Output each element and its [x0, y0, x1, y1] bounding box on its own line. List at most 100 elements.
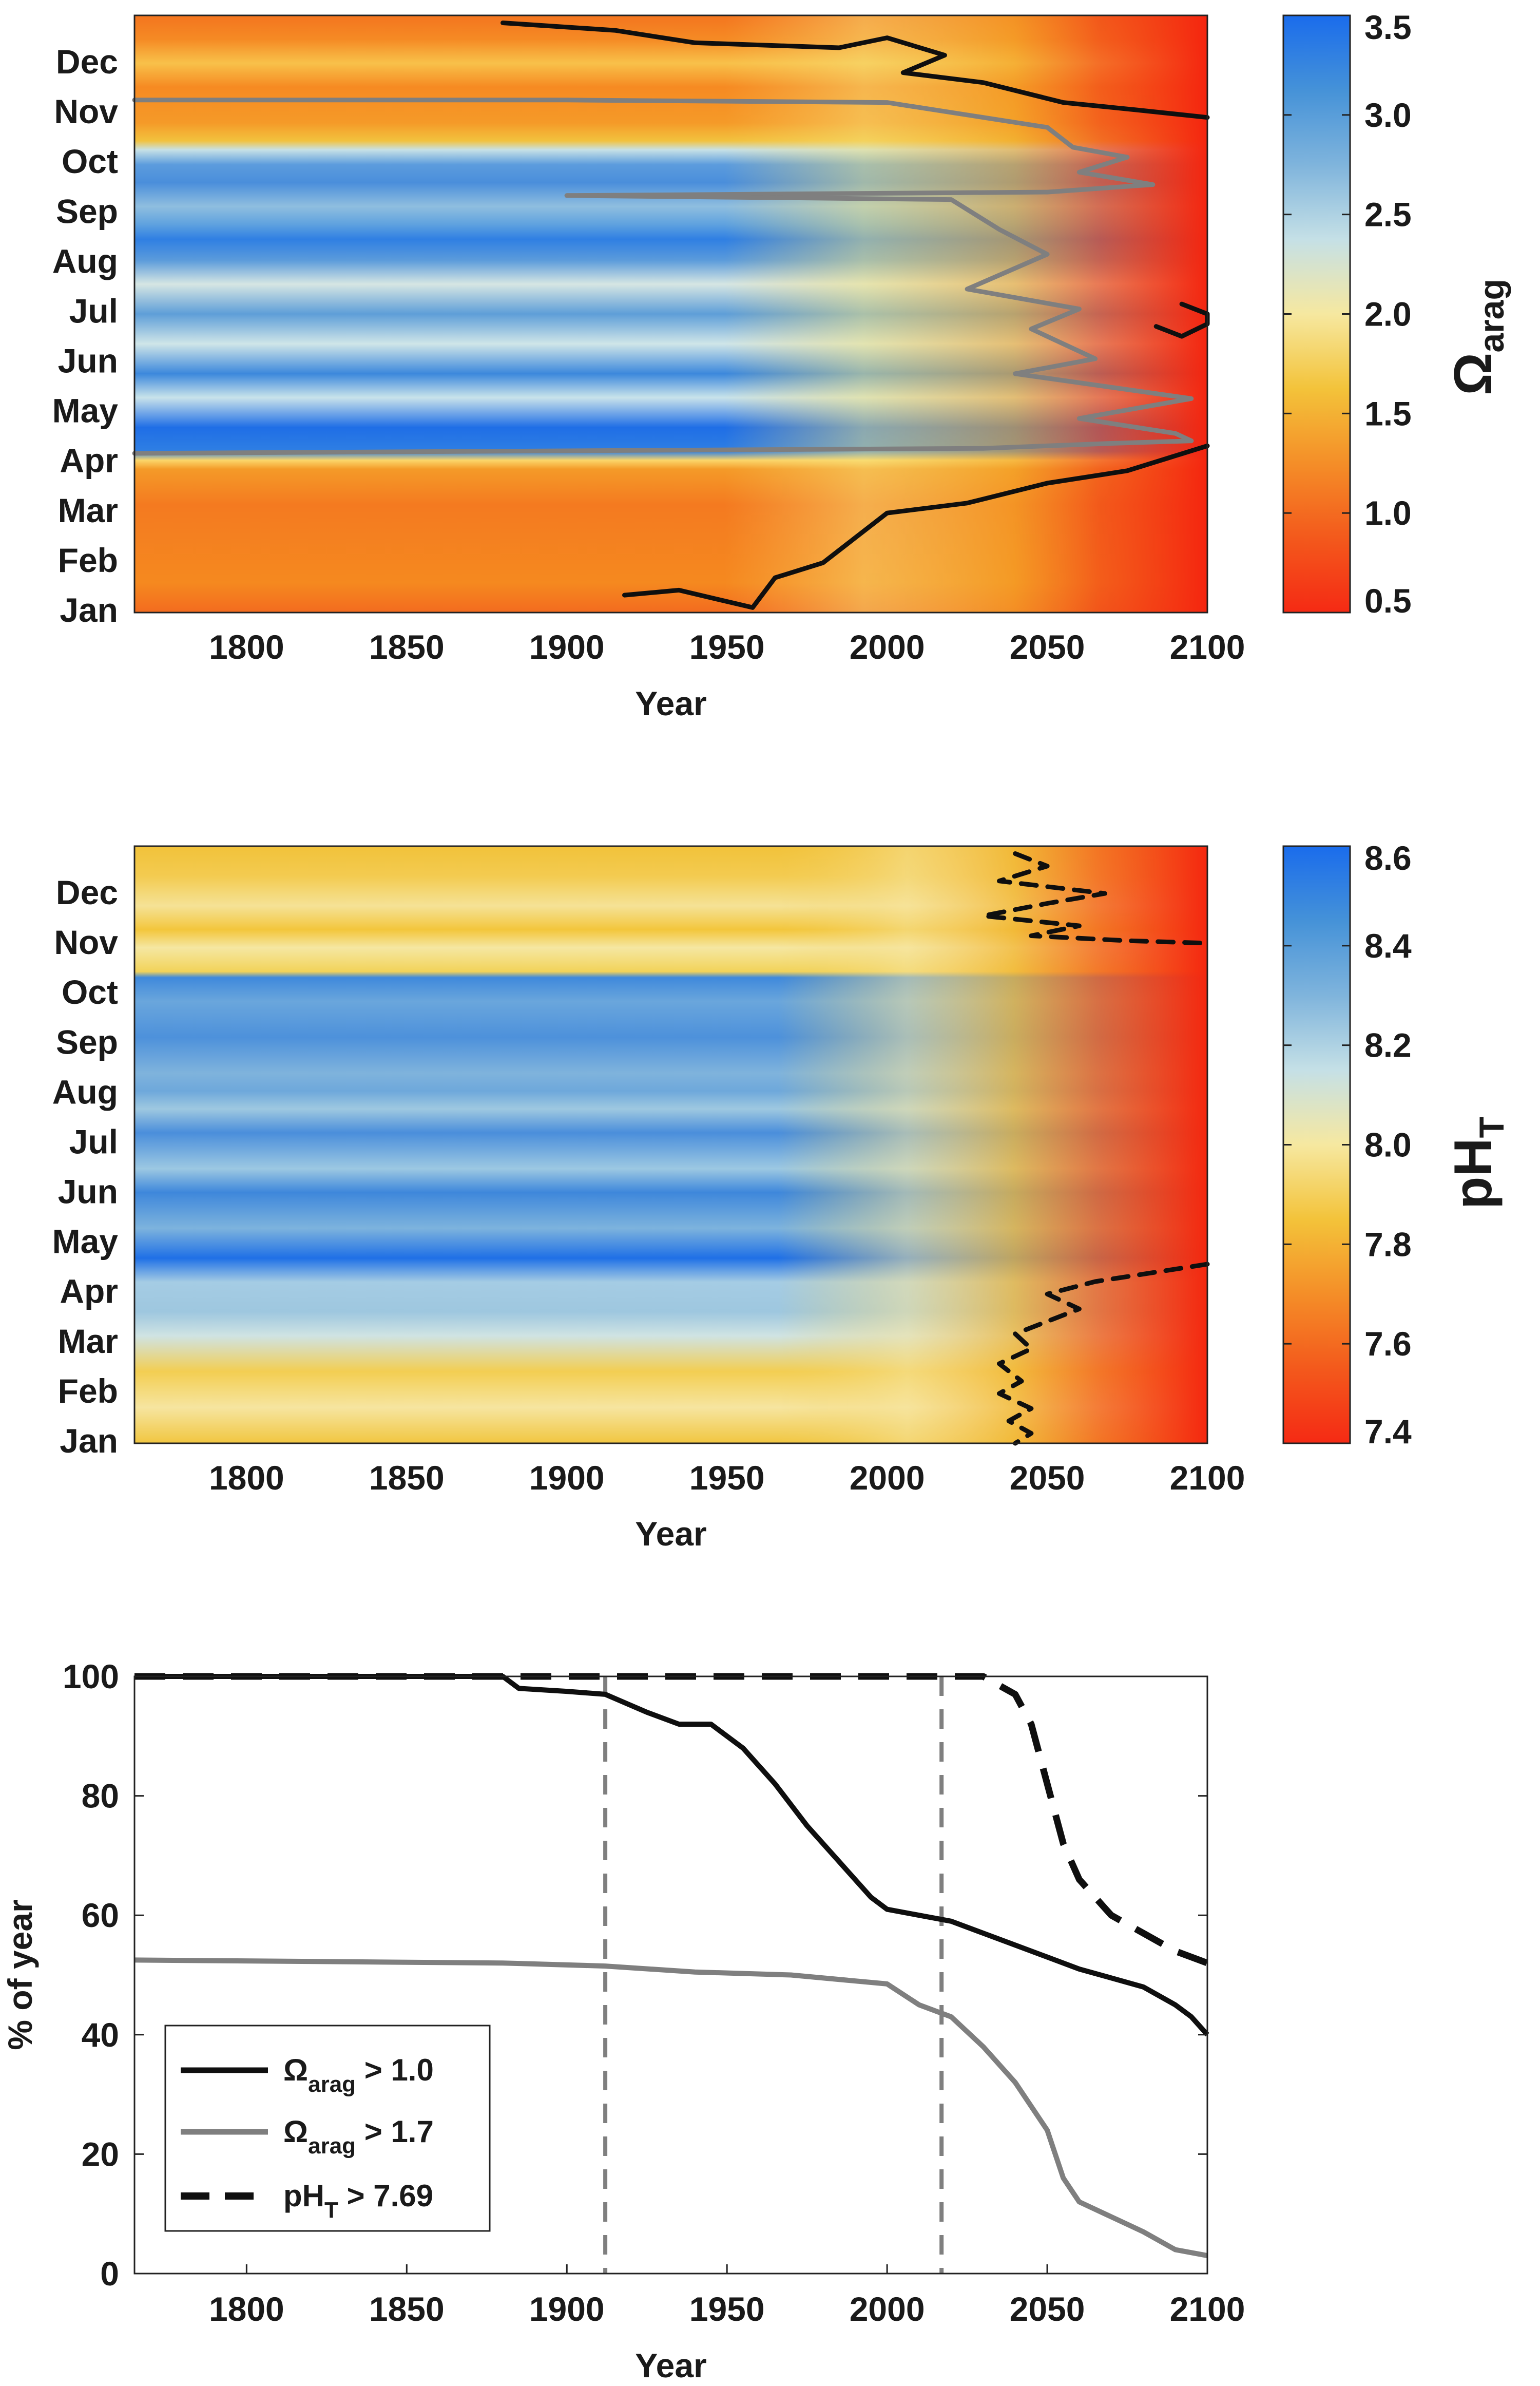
colorbar-tick-label: 0.5 [1364, 582, 1412, 620]
omega-plot-frame [133, 14, 1208, 614]
series-omega-1.0 [134, 1674, 1209, 2037]
omega-colorbar-label: Ωarag [1443, 279, 1511, 395]
ph-year-ticks: 1800 1850 1900 1950 2000 2050 2100 [209, 1459, 1245, 1497]
colorbar-tick-label: 8.6 [1364, 839, 1412, 877]
colorbar-tick-label: 1.5 [1364, 394, 1412, 432]
legend-entry-omega-1.7: Ωarag > 1.7 [181, 2114, 434, 2159]
contour-ph-7.69-upper [980, 851, 1210, 946]
month-label-oct: Oct [62, 973, 118, 1011]
ph-x-axis-label: Year [635, 1515, 706, 1553]
legend-label-omega-1.0: Ωarag > 1.0 [283, 2053, 434, 2097]
year-tick-2050: 2050 [1010, 1459, 1085, 1497]
month-label-sep: Sep [56, 1023, 118, 1061]
x-tick-2050: 2050 [1010, 2290, 1085, 2328]
year-tick-1800: 1800 [209, 628, 284, 666]
y-tick-0: 0 [100, 2255, 119, 2293]
colorbar-tick-label: 8.4 [1364, 927, 1412, 965]
omega-contours [132, 21, 1210, 610]
omega-month-labels: Jan Feb Mar Apr May Jun Jul Aug Sep Oct Nov Dec [52, 43, 119, 629]
colorbar-tick-label: 2.5 [1364, 196, 1412, 234]
month-label-dec: Dec [56, 873, 118, 911]
line-y-axis-label: % of year [1, 1899, 39, 2050]
colorbar-tick-label: 8.0 [1364, 1126, 1412, 1164]
month-label-nov: Nov [54, 923, 118, 961]
year-tick-1900: 1900 [529, 628, 605, 666]
heatmap-fade-overlay [134, 15, 1207, 613]
omega-year-ticks: 1800 1850 1900 1950 2000 2050 2100 [209, 628, 1245, 666]
y-tick-80: 80 [82, 1777, 119, 1815]
month-label-may: May [52, 392, 119, 430]
ph-colorbar-ticks: 7.4 7.6 7.8 8.0 8.2 8.4 8.6 [1283, 839, 1412, 1450]
x-tick-1950: 1950 [689, 2290, 765, 2328]
year-tick-1900: 1900 [529, 1459, 605, 1497]
y-tick-60: 60 [82, 1896, 119, 1934]
omega-x-axis-label: Year [635, 684, 706, 722]
line-x-axis-label: Year [635, 2346, 706, 2384]
contour-omega-1.7-lower [132, 438, 1194, 456]
line-y-ticks: 0 20 40 60 80 100 [63, 1657, 1207, 2293]
year-tick-2050: 2050 [1010, 628, 1085, 666]
series-ph-7.69 [134, 1673, 1209, 1967]
month-label-sep: Sep [56, 192, 118, 230]
y-tick-100: 100 [63, 1657, 119, 1695]
ph-month-labels: Jan Feb Mar Apr May Jun Jul Aug Sep Oct Nov Dec [52, 873, 119, 1460]
x-tick-2100: 2100 [1170, 2290, 1245, 2328]
month-label-dec: Dec [56, 43, 118, 81]
colorbar-tick-label: 7.6 [1364, 1325, 1412, 1363]
month-label-feb: Feb [58, 541, 118, 579]
line-plot-frame [133, 1675, 1208, 2275]
legend-label-ph-7.69: pHT > 7.69 [283, 2179, 433, 2223]
omega-colorbar-ticks: 0.5 1.0 1.5 2.0 2.5 3.0 3.5 [1283, 8, 1412, 620]
contour-omega-1.0-upper [500, 21, 1210, 120]
month-label-mar: Mar [58, 1322, 118, 1360]
year-tick-1850: 1850 [369, 628, 445, 666]
line-series [134, 1673, 1209, 2259]
month-label-nov: Nov [54, 92, 118, 130]
year-tick-2100: 2100 [1170, 1459, 1245, 1497]
colorbar-tick-label: 7.4 [1364, 1412, 1412, 1450]
month-label-jul: Jul [69, 292, 118, 330]
month-label-jun: Jun [58, 1173, 118, 1211]
y-tick-20: 20 [82, 2135, 119, 2173]
legend-entry-omega-1.0: Ωarag > 1.0 [181, 2053, 434, 2097]
reference-vlines [603, 1676, 944, 2274]
year-tick-1800: 1800 [209, 1459, 284, 1497]
month-label-apr: Apr [60, 442, 118, 480]
legend-threshold: > 1.7 [356, 2114, 434, 2149]
legend-label-omega-1.7: Ωarag > 1.7 [283, 2114, 434, 2159]
colorbar-tick-label: 2.0 [1364, 295, 1412, 333]
year-tick-1850: 1850 [369, 1459, 445, 1497]
omega-colorbar-symbol: Ω [1443, 353, 1503, 395]
contour-omega-1.7-wiggle [564, 193, 1194, 444]
legend-entry-ph-7.69: pHT > 7.69 [181, 2179, 433, 2223]
legend-symbol: Ω [283, 2114, 308, 2149]
series-omega-1.7 [134, 1957, 1208, 2259]
line-x-ticks: 1800 1850 1900 1950 2000 2050 2100 [209, 2264, 1245, 2328]
legend-symbol: pH [283, 2179, 324, 2213]
colorbar-tick-label: 3.0 [1364, 96, 1412, 134]
y-tick-40: 40 [82, 2016, 119, 2054]
month-label-jan: Jan [60, 591, 118, 629]
month-label-apr: Apr [60, 1272, 118, 1310]
month-label-feb: Feb [58, 1372, 118, 1410]
month-label-jul: Jul [69, 1122, 118, 1160]
colorbar-tick-label: 3.5 [1364, 8, 1412, 46]
x-tick-1850: 1850 [369, 2290, 445, 2328]
colorbar-tick-label: 8.2 [1364, 1026, 1412, 1064]
month-label-may: May [52, 1223, 119, 1261]
year-tick-2100: 2100 [1170, 628, 1245, 666]
ph-colorbar-label: pHT [1443, 1117, 1511, 1209]
ph-colorbar [1282, 845, 1351, 1444]
x-tick-1900: 1900 [529, 2290, 605, 2328]
legend-symbol: Ω [283, 2053, 308, 2087]
legend-box [164, 2025, 491, 2232]
year-tick-1950: 1950 [689, 1459, 765, 1497]
contour-omega-1.0-lower [622, 443, 1210, 610]
month-label-jan: Jan [60, 1422, 118, 1460]
heatmap-fade-overlay [134, 846, 1207, 1443]
omega-colorbar-subscript: arag [1472, 279, 1511, 353]
month-label-aug: Aug [52, 242, 118, 280]
legend: Ωarag > 1.0 Ωarag > 1.7 pHT > 7.69 [164, 2025, 491, 2232]
x-tick-1800: 1800 [209, 2290, 284, 2328]
